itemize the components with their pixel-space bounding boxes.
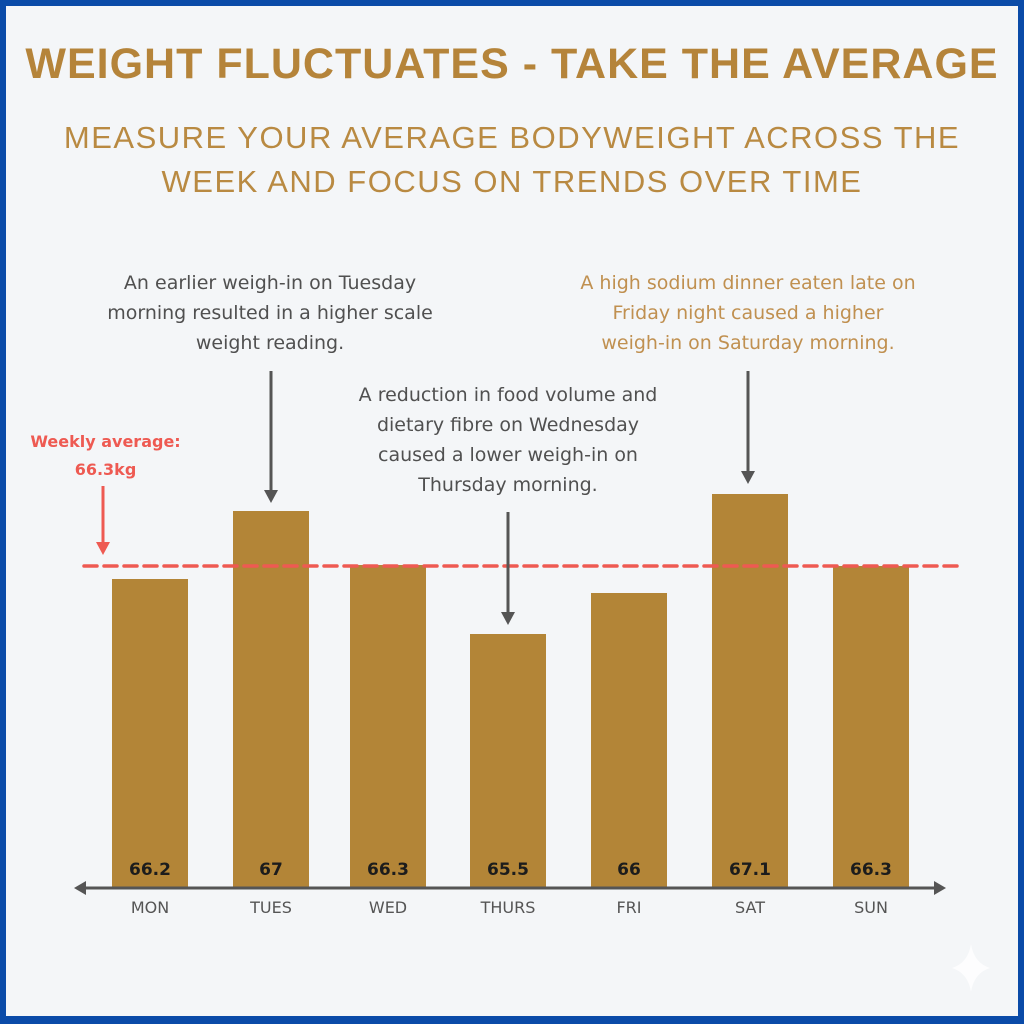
average-label-text: Weekly average: (30, 432, 181, 451)
bar-wed: 66.3 (350, 565, 426, 888)
annotation-line: A reduction in food volume and (358, 384, 658, 406)
annotation-line: Thursday morning. (418, 474, 598, 496)
annotation-line: An earlier weigh-in on Tuesday (123, 272, 417, 294)
x-tick-fri: FRI (616, 898, 642, 917)
bar-value-label: 66.2 (129, 860, 171, 880)
bar-sat: 67.1 (712, 494, 788, 888)
bar-value-label: 66.3 (367, 860, 409, 880)
x-tick-sat: SAT (735, 898, 765, 917)
bar-value-label: 67 (259, 860, 283, 880)
subtitle-line-2: WEEK AND FOCUS ON TRENDS OVER TIME (161, 164, 863, 199)
annotation-saturday: A high sodium dinner eaten late on Frida… (548, 268, 948, 358)
tuesday-arrow-icon (264, 371, 278, 503)
bar-value-label: 66 (617, 860, 641, 880)
annotation-line: caused a lower weigh-in on (378, 444, 638, 466)
x-tick-wed: WED (368, 898, 408, 917)
subtitle-line-1: MEASURE YOUR AVERAGE BODYWEIGHT ACROSS T… (63, 120, 961, 155)
average-arrow-icon (96, 486, 110, 555)
annotation-line: Friday night caused a higher (612, 302, 884, 324)
thursday-arrow-icon (501, 512, 515, 625)
x-tick-mon: MON (130, 898, 170, 917)
x-tick-sun: SUN (854, 898, 888, 917)
x-tick-thurs: THURS (480, 898, 536, 917)
bar-thurs: 65.5 (470, 634, 546, 888)
bar-tues: 67 (233, 511, 309, 888)
page-subtitle: MEASURE YOUR AVERAGE BODYWEIGHT ACROSS T… (0, 116, 1024, 204)
bar-sun: 66.3 (833, 566, 909, 888)
annotation-tuesday: An earlier weigh-in on Tuesday morning r… (90, 268, 450, 358)
saturday-arrow-icon (741, 371, 755, 484)
x-axis-arrow (74, 881, 946, 895)
bar-value-label: 65.5 (487, 860, 529, 880)
annotation-line: A high sodium dinner eaten late on (580, 272, 916, 294)
bar-fri: 66 (591, 593, 667, 888)
bar-mon: 66.2 (112, 579, 188, 888)
annotation-line: weigh-in on Saturday morning. (601, 332, 895, 354)
annotation-line: morning resulted in a higher scale (107, 302, 433, 324)
average-value-text: 66.3kg (74, 460, 137, 479)
weekly-average-label: Weekly average: 66.3kg (18, 428, 193, 484)
x-tick-tues: TUES (250, 898, 292, 917)
annotation-line: dietary fibre on Wednesday (376, 414, 640, 436)
sparkle-icon (952, 944, 990, 992)
bar-value-label: 66.3 (850, 860, 892, 880)
bar-value-label: 67.1 (729, 860, 771, 880)
page-title: WEIGHT FLUCTUATES - TAKE THE AVERAGE (25, 40, 999, 88)
annotation-line: weight reading. (195, 332, 345, 354)
annotation-thursday: A reduction in food volume and dietary f… (328, 380, 688, 500)
